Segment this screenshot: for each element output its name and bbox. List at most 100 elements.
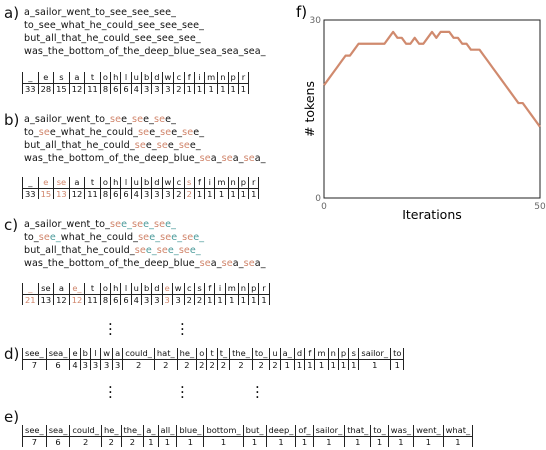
vertical-ellipsis: ... [180, 374, 185, 402]
token-cell: he_ [100, 425, 121, 437]
token-cell: r [258, 283, 270, 295]
count-cell: 1 [183, 83, 195, 94]
token-cell: to_ [251, 348, 270, 360]
token-cell: b [140, 177, 152, 189]
count-cell: 7 [22, 359, 47, 370]
plot-frame [323, 19, 541, 199]
token-cell: the_ [229, 348, 253, 360]
vertical-ellipsis: ... [108, 311, 113, 339]
token-cell: se [37, 283, 54, 295]
token-cell: all_ [157, 425, 177, 437]
token-cell: n [237, 283, 249, 295]
count-cell: 6 [120, 83, 132, 94]
count-cell: 11 [84, 294, 101, 305]
count-cell: 3 [100, 359, 113, 370]
panel-e-label: e) [4, 408, 20, 426]
token-cell: e [37, 177, 54, 189]
token-cell: n [327, 348, 339, 360]
token-cell: w [161, 72, 174, 84]
token-cell: hat_ [153, 348, 178, 360]
count-cell: 4 [130, 188, 142, 199]
count-cell: 15 [53, 83, 70, 94]
panel-b-text-line: a_sailor_went_to_see_see_see_ [24, 114, 177, 125]
token-cell: sailor_ [312, 425, 345, 437]
token-cell: a_ [279, 348, 295, 360]
token-cell: s [193, 283, 205, 295]
count-cell: 1 [337, 359, 349, 370]
token-cell: n [227, 177, 239, 189]
token-cell: b [140, 283, 152, 295]
count-cell: 3 [161, 83, 174, 94]
panel-d-label: d) [4, 345, 20, 363]
token-cell: r [248, 177, 260, 189]
token-cell: w [171, 283, 185, 295]
count-cell: 33 [22, 83, 39, 94]
count-cell: 1 [295, 436, 314, 447]
count-cell: 1 [327, 359, 339, 370]
token-cell: sailor_ [358, 348, 391, 360]
token-cell: t [84, 177, 101, 189]
count-cell: 3 [111, 359, 123, 370]
token-cell: p [337, 348, 349, 360]
token-cell: h [110, 72, 121, 84]
panel-c-text-line: to_see_what_he_could_see_see_see_ [24, 232, 205, 243]
token-cell: a_ [143, 425, 158, 437]
token-cell: n [217, 72, 229, 84]
token-cell: that_ [344, 425, 371, 437]
token-cell: se [53, 177, 70, 189]
token-cell: b [79, 348, 91, 360]
count-cell: 2 [269, 359, 281, 370]
count-cell: 1 [193, 188, 205, 199]
count-cell: 12 [68, 83, 85, 94]
count-cell: 1 [279, 359, 295, 370]
panel-b-text-line: but_all_that_he_could_see_see_see_ [24, 140, 201, 151]
count-cell: 1 [248, 294, 259, 305]
count-cell: 6 [120, 294, 132, 305]
token-cell: a [111, 348, 123, 360]
token-cell: u [130, 72, 142, 84]
token-cell: f [193, 177, 205, 189]
token-cell: e [161, 283, 173, 295]
token-cell: e [37, 72, 54, 84]
count-cell: 3 [151, 294, 162, 305]
count-cell: 2 [229, 359, 253, 370]
token-cell: r [237, 72, 250, 84]
token-cell: w [100, 348, 113, 360]
panel-c-label: c) [4, 216, 19, 234]
token-cell: i [214, 283, 226, 295]
x-axis-label: Iterations [402, 207, 462, 222]
count-cell: 3 [140, 294, 152, 305]
count-cell: 1 [203, 436, 244, 447]
iterations-token-chart: f) 0 50 0 30 Iterations # tokens [296, 3, 546, 222]
count-cell: 2 [173, 83, 185, 94]
token-cell: t_ [216, 348, 230, 360]
count-cell: 1 [214, 188, 229, 199]
count-cell: 1 [217, 83, 229, 94]
token-cell: l [89, 348, 101, 360]
token-cell: t [84, 72, 101, 84]
token-cell: a [53, 283, 70, 295]
count-cell: 2 [183, 188, 195, 199]
count-cell: 2 [193, 294, 205, 305]
count-cell: 1 [204, 294, 215, 305]
count-cell: 6 [110, 83, 121, 94]
count-cell: 21 [22, 294, 39, 305]
token-cell: m [204, 72, 218, 84]
count-cell: 8 [99, 188, 111, 199]
count-cell: 1 [265, 436, 296, 447]
token-cell: h [110, 283, 121, 295]
count-cell: 3 [171, 294, 185, 305]
token-cell: p [227, 72, 239, 84]
panel-c-token-table: _ se a e_ t o h l u b d e w c s f i m n p r 21 13 12 12 11 8 6 6 4 3 3 3… [22, 283, 270, 305]
token-cell: d [151, 72, 162, 84]
token-cell: l [120, 283, 132, 295]
token-cell: m [314, 348, 329, 360]
token-cell: was_ [387, 425, 414, 437]
token-cell: m [214, 177, 229, 189]
token-cell: o [99, 72, 111, 84]
panel-b-label: b) [4, 111, 20, 129]
count-cell: 2 [173, 188, 185, 199]
token-cell: f [183, 72, 195, 84]
token-cell: f [304, 348, 315, 360]
count-cell: 1 [204, 188, 215, 199]
